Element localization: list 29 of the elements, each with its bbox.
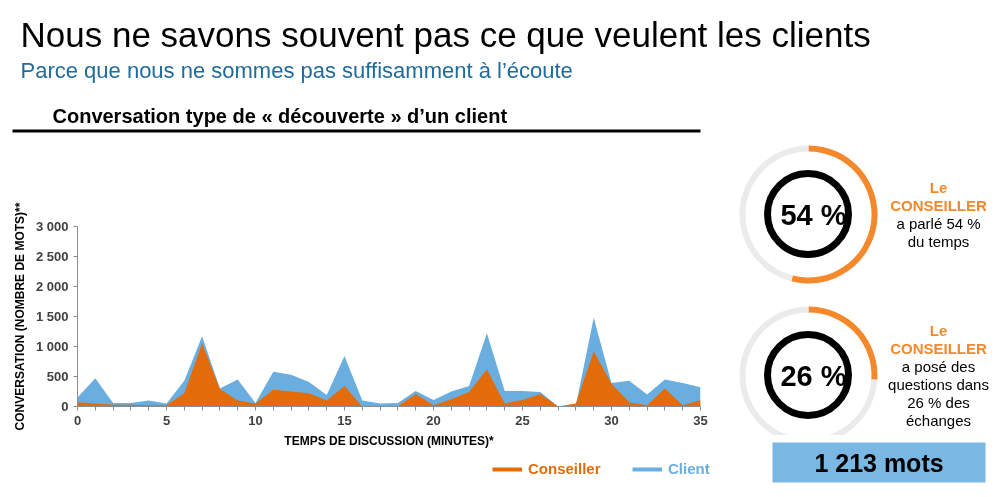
legend-label: Client [668, 460, 710, 477]
x-tick-label: 15 [337, 412, 352, 428]
x-tick-label: 35 [693, 412, 708, 428]
x-tick-label: 5 [162, 412, 171, 428]
y-tick-label: 2 500 [35, 249, 69, 264]
x-tick-label: 20 [426, 412, 441, 428]
x-tick-label: 30 [604, 412, 619, 428]
y-axis-title: CONVERSATION (NOMBRE DE MOTS)** [12, 202, 27, 431]
text: 26 % [780, 359, 847, 392]
x-tick-label: 25 [515, 412, 530, 428]
legend-label: Conseiller [528, 460, 601, 477]
text: 1 213 mots [814, 448, 944, 477]
y-tick-label: 500 [46, 369, 69, 384]
x-tick-label: 10 [248, 412, 263, 428]
text: Le CONSEILLER [890, 322, 987, 357]
x-tick-label: 0 [73, 412, 82, 428]
x-axis-title: TEMPS DE DISCUSSION (MINUTES)* [284, 433, 494, 448]
y-tick-label: 0 [61, 399, 69, 414]
text: Nous ne savons souvent pas ce que veulent les clients [20, 15, 871, 54]
y-tick-label: 1 000 [35, 339, 69, 354]
text: a posé des questions dans 26 % des échanges [888, 358, 989, 429]
text: a parlé 54 % du temps [896, 215, 981, 250]
y-tick-label: 3 000 [35, 219, 69, 234]
text: 54 % [780, 198, 847, 231]
text: Parce que nous ne sommes pas suffisamment à l’écoute [20, 58, 573, 83]
y-tick-label: 1 500 [35, 309, 69, 324]
text: Le CONSEILLER [890, 179, 987, 214]
chart-title: Conversation type de « découverte » d’un client [52, 105, 508, 127]
y-tick-label: 2 000 [35, 279, 69, 294]
